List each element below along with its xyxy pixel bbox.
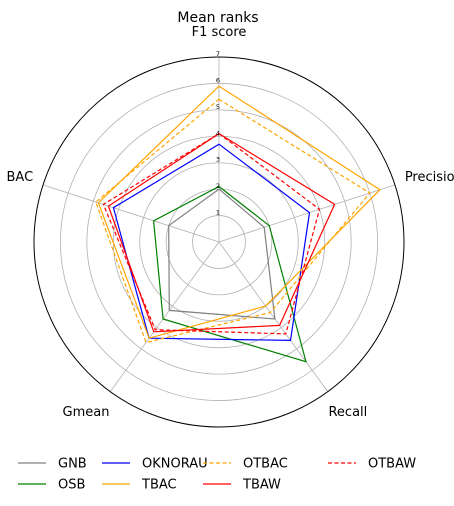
legend: GNB OSB OKNORAU TBAC OTBAC TBAW OTBAW (18, 457, 416, 493)
r-tick-label: 7 (216, 50, 220, 58)
axis-label: F1 score (192, 25, 247, 40)
legend-label-osb: OSB (58, 478, 85, 493)
series-tbaw-line (107, 132, 336, 333)
series-gnb-line (168, 188, 276, 320)
series-oknorau-line (112, 143, 311, 342)
legend-label-gnb: GNB (58, 457, 87, 472)
r-tick-label: 4 (216, 129, 220, 137)
radar-grid (33, 56, 405, 428)
grid-spoke (109, 241, 220, 392)
radar-series (95, 85, 381, 363)
grid-spoke (218, 241, 329, 392)
r-tick-label: 5 (216, 103, 220, 111)
series-otbac-line (95, 98, 371, 344)
axis-label: BAC (7, 170, 34, 185)
grid-spoke (218, 184, 396, 243)
axis-label: Gmean (63, 405, 110, 420)
series-osb-line (152, 185, 307, 363)
series-otbaw-line (102, 132, 321, 335)
axis-label: Recall (328, 405, 367, 420)
grid-spoke (42, 184, 220, 243)
legend-label-otbaw: OTBAW (368, 457, 416, 472)
legend-label-tbac: TBAC (141, 478, 177, 493)
chart-title: Mean ranks (177, 10, 258, 26)
r-tick-label: 2 (216, 182, 220, 190)
legend-label-oknorau: OKNORAU (142, 457, 208, 472)
r-tick-label: 6 (216, 76, 220, 84)
axis-label: Precision (405, 170, 454, 185)
r-tick-label: 3 (216, 156, 220, 164)
legend-label-tbaw: TBAW (242, 478, 281, 493)
outer-frame (33, 56, 405, 428)
radar-labels: 1 2 3 4 5 6 7 F1 score Precision Recall Gmean BAC (7, 25, 454, 420)
legend-label-otbac: OTBAC (243, 457, 288, 472)
r-tick-label: 1 (216, 209, 220, 217)
